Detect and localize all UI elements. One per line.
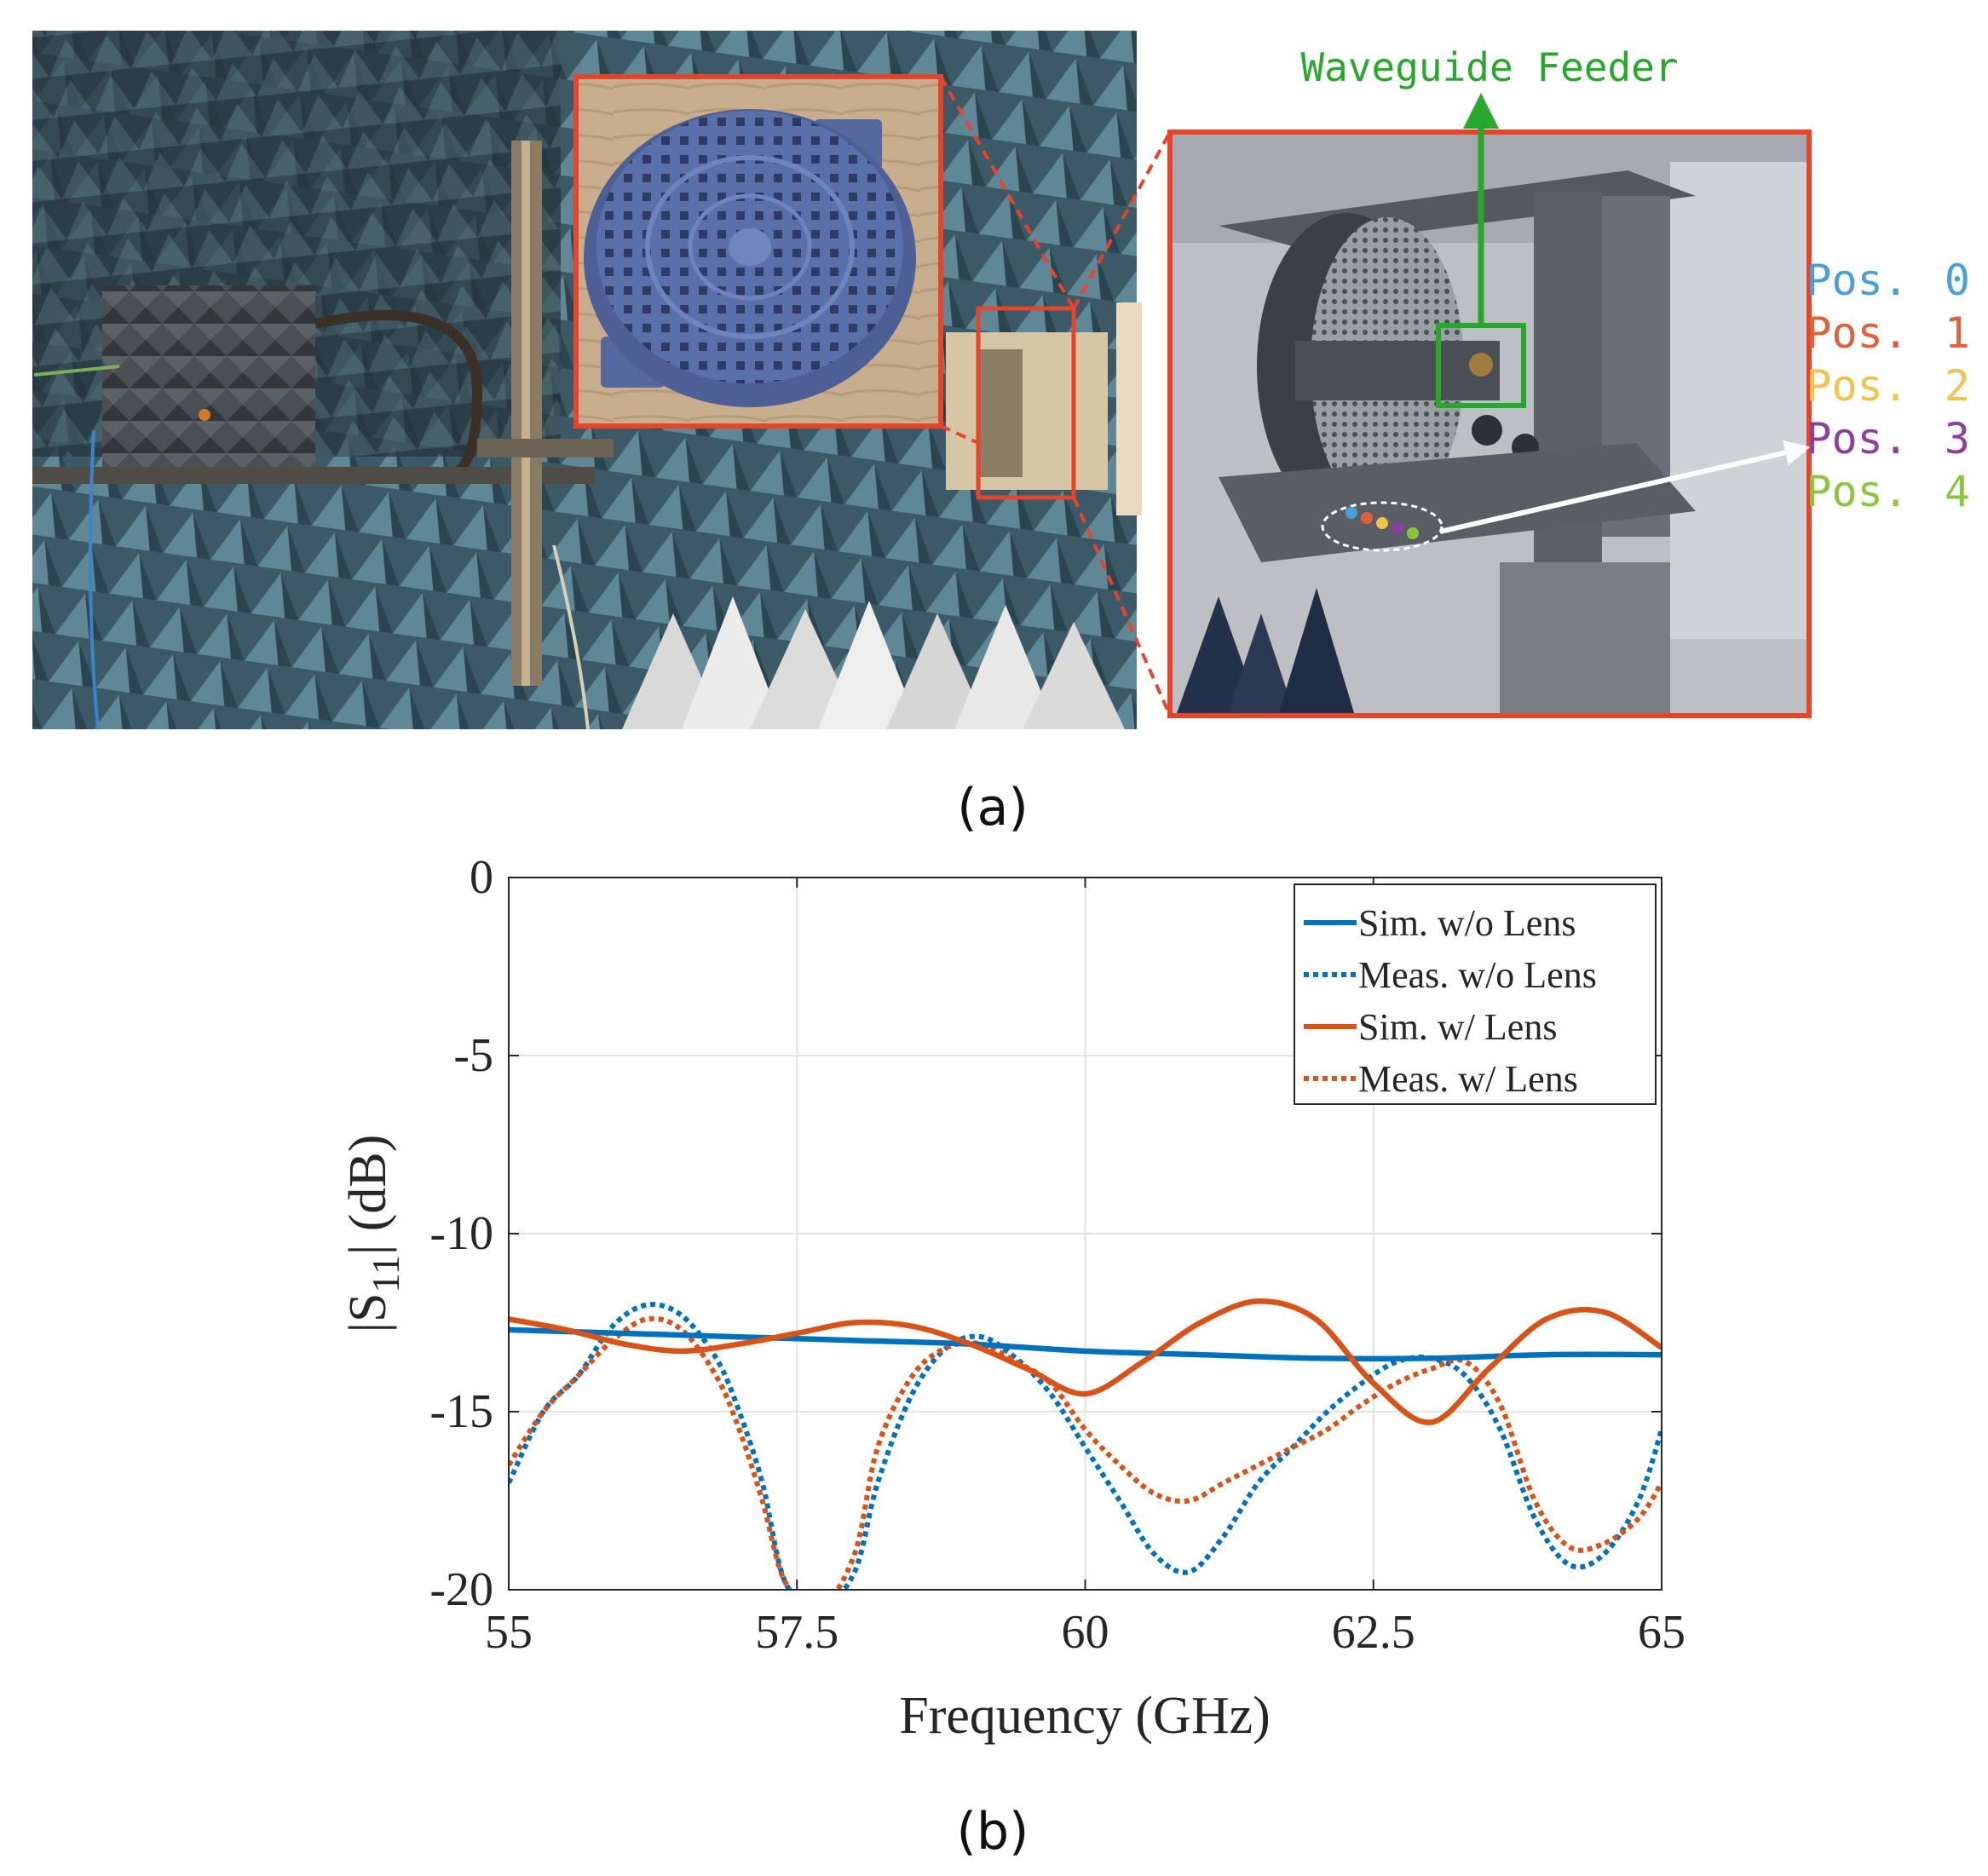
y-tick-label: -15 xyxy=(429,1385,493,1438)
x-tick-label: 60 xyxy=(1062,1606,1109,1659)
feeder-detail-photo xyxy=(1167,129,1812,718)
legend-label: Meas. w/o Lens xyxy=(1358,954,1597,996)
x-axis-label: Frequency (GHz) xyxy=(899,1687,1271,1745)
y-tick-label: -5 xyxy=(453,1029,493,1082)
position-dot-2 xyxy=(1376,517,1388,529)
position-dot-1 xyxy=(1361,512,1373,524)
white-absorber-cones xyxy=(622,596,1125,729)
position-label-3: Pos. 3 xyxy=(1806,414,1970,463)
series-line-sim-w-o-lens xyxy=(509,1326,1662,1362)
s11-chart: 55 57.5 60 62.5 65 0 -5 -10 -15 -20 Frequency (G… xyxy=(339,851,1685,1862)
highlight-box-small xyxy=(976,306,1076,500)
x-tick-label: 57.5 xyxy=(755,1606,838,1659)
position-label-4: Pos. 4 xyxy=(1806,467,1970,516)
probe-absorber xyxy=(102,285,315,481)
panel-b-label: (b) xyxy=(957,1802,1029,1862)
panel-a-label: (a) xyxy=(957,778,1029,837)
y-tick-label: -20 xyxy=(429,1563,493,1616)
position-dot-3 xyxy=(1392,522,1403,534)
position-dot-0 xyxy=(1346,507,1357,519)
position-arrow xyxy=(1439,440,1811,534)
position-label-1: Pos. 1 xyxy=(1806,308,1970,358)
connector-line xyxy=(939,76,1075,309)
lens-inset-photo xyxy=(573,74,943,429)
legend-label: Meas. w/ Lens xyxy=(1358,1058,1578,1100)
y-axis-ticks: 0 -5 -10 -15 -20 xyxy=(429,851,1662,1616)
feeder-detail-frame xyxy=(1167,129,1812,718)
position-label-0: Pos. 0 xyxy=(1806,256,1970,305)
connector-line-right-bottom xyxy=(1072,497,1172,716)
series-line-sim-w-lens xyxy=(509,1298,1662,1425)
series-layer xyxy=(509,1298,1662,1590)
x-tick-label: 65 xyxy=(1638,1606,1685,1659)
y-axis-label: |S11| (dB) xyxy=(339,1135,407,1333)
chart-legend: Sim. w/o Lens Meas. w/o Lens Sim. w/ Lens M… xyxy=(1294,883,1657,1105)
position-dot-4 xyxy=(1407,527,1419,539)
legend-label: Sim. w/ Lens xyxy=(1358,1006,1557,1048)
lens-fixture xyxy=(946,302,1142,515)
series-line-meas-w-o-lens xyxy=(509,1302,1662,1590)
position-marker-group xyxy=(1321,501,1443,552)
position-label-2: Pos. 2 xyxy=(1806,361,1970,411)
x-axis-ticks: 55 57.5 60 62.5 65 xyxy=(485,878,1685,1659)
legend-label: Sim. w/o Lens xyxy=(1358,902,1576,944)
waveguide-feeder-label: Waveguide Feeder xyxy=(1300,44,1678,90)
lens-inset-frame xyxy=(573,74,943,429)
y-tick-label: 0 xyxy=(470,851,493,904)
x-tick-label: 62.5 xyxy=(1332,1606,1415,1659)
x-tick-label: 55 xyxy=(485,1606,533,1659)
y-tick-label: -10 xyxy=(429,1207,493,1260)
